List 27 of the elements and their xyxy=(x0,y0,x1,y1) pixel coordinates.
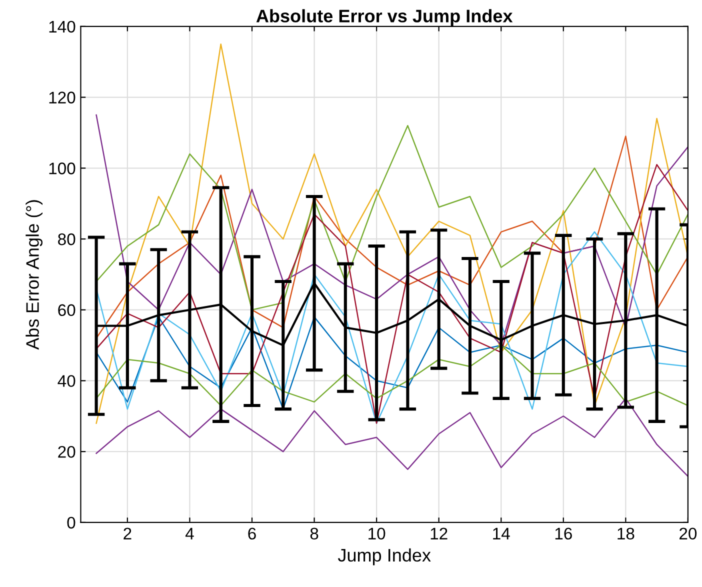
y-tick-label: 40 xyxy=(58,375,76,387)
x-tick-label: 12 xyxy=(430,528,448,540)
line-series xyxy=(96,398,688,477)
x-tick-label: 16 xyxy=(555,528,572,540)
x-tick-label: 8 xyxy=(310,528,318,540)
y-tick-label: 60 xyxy=(58,304,76,316)
y-tick-label: 140 xyxy=(49,20,76,33)
y-axis-title: Abs Error Angle (°) xyxy=(26,200,43,350)
x-tick-label: 20 xyxy=(680,528,697,540)
line-series xyxy=(96,344,688,406)
x-tick-label: 2 xyxy=(124,528,132,540)
line-series xyxy=(96,44,688,424)
x-tick-label: 10 xyxy=(368,528,386,540)
x-tick-label: 14 xyxy=(493,528,510,540)
x-tick-label: 6 xyxy=(248,528,256,540)
x-tick-label: 18 xyxy=(618,528,634,540)
line-series xyxy=(96,164,688,424)
x-axis-title: Jump Index xyxy=(338,548,431,566)
y-tick-label: 0 xyxy=(67,516,76,529)
line-series xyxy=(96,124,688,310)
chart-title: Absolute Error vs Jump Index xyxy=(256,9,513,26)
y-tick-label: 20 xyxy=(58,446,76,458)
y-tick-label: 100 xyxy=(49,162,76,174)
line-series xyxy=(96,231,688,424)
y-tick-label: 120 xyxy=(49,92,76,104)
y-tick-label: 80 xyxy=(58,233,76,246)
x-tick-label: 4 xyxy=(185,528,194,540)
